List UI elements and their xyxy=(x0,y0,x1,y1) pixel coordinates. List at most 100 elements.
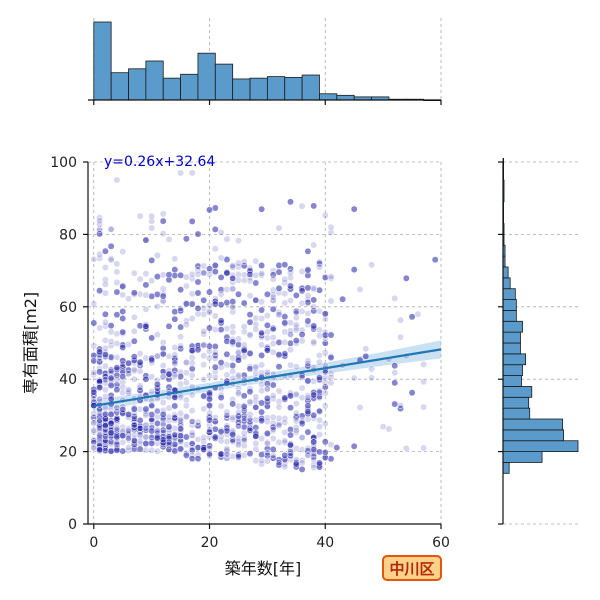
scatter-point xyxy=(96,417,104,424)
scatter-point xyxy=(316,374,323,382)
scatter-point xyxy=(165,446,173,454)
scatter-point xyxy=(148,334,156,342)
scatter-point xyxy=(310,241,318,249)
scatter-point xyxy=(292,428,300,436)
scatter-point xyxy=(107,353,115,361)
scatter-point xyxy=(188,270,196,278)
scatter-point xyxy=(316,459,323,467)
scatter-point xyxy=(107,410,115,418)
scatter-point xyxy=(246,331,254,338)
scatter-point xyxy=(200,341,208,349)
scatter-point xyxy=(240,323,248,331)
scatter-point xyxy=(90,444,98,452)
scatter-point xyxy=(240,276,248,284)
scatter-point xyxy=(206,372,213,380)
ward-badge: 中川区 xyxy=(382,555,442,581)
scatter-point xyxy=(188,365,196,373)
scatter-point xyxy=(229,367,237,375)
scatter-point xyxy=(96,348,104,356)
scatter-point xyxy=(269,445,277,453)
scatter-point xyxy=(211,348,219,356)
scatter-point xyxy=(281,275,289,283)
scatter-point xyxy=(96,435,104,443)
scatter-point xyxy=(194,270,202,278)
scatter-point xyxy=(177,169,185,177)
scatter-point xyxy=(211,312,219,320)
scatter-point xyxy=(159,285,167,293)
scatter-point xyxy=(119,315,127,322)
scatter-point xyxy=(229,414,237,422)
scatter-point xyxy=(263,346,271,354)
scatter-point xyxy=(298,420,306,428)
scatter-point xyxy=(90,368,98,376)
scatter-point xyxy=(200,376,208,383)
scatter-point xyxy=(171,344,179,351)
scatter-point xyxy=(235,356,242,364)
scatter-point xyxy=(263,414,271,422)
scatter-point xyxy=(194,422,202,430)
scatter-point xyxy=(304,451,312,459)
scatter-point xyxy=(246,277,254,285)
scatter-point xyxy=(130,327,138,335)
scatter-point xyxy=(292,460,300,468)
scatter-point xyxy=(182,451,190,459)
scatter-point xyxy=(391,400,399,408)
scatter-point xyxy=(177,394,185,402)
scatter-point xyxy=(148,439,156,447)
scatter-point xyxy=(182,379,190,387)
scatter-point xyxy=(235,335,242,343)
scatter-point xyxy=(153,273,161,281)
scatter-point xyxy=(159,338,167,346)
right-hist-bar xyxy=(502,462,510,474)
scatter-point xyxy=(165,322,173,330)
scatter-point xyxy=(171,351,179,359)
scatter-point xyxy=(229,274,237,282)
scatter-point xyxy=(420,378,428,386)
scatter-point xyxy=(310,446,318,454)
scatter-point xyxy=(327,297,335,305)
scatter-point xyxy=(148,292,156,300)
scatter-point xyxy=(316,358,323,366)
scatter-point xyxy=(235,271,242,278)
scatter-point xyxy=(159,292,167,300)
scatter-point xyxy=(263,429,271,437)
scatter-point xyxy=(246,410,254,418)
scatter-point xyxy=(148,356,156,364)
top-hist-bar xyxy=(128,68,147,101)
scatter-point xyxy=(235,349,242,357)
scatter-point xyxy=(211,363,219,371)
scatter-point xyxy=(206,342,213,350)
scatter-point xyxy=(142,305,150,313)
y-tick-label: 40 xyxy=(59,372,77,388)
scatter-point xyxy=(235,408,242,416)
scatter-point xyxy=(119,406,127,413)
scatter-point xyxy=(246,398,254,406)
scatter-point xyxy=(258,329,266,337)
scatter-point xyxy=(397,316,404,324)
top-hist-bar xyxy=(266,76,286,101)
scatter-point xyxy=(240,353,248,361)
scatter-point xyxy=(159,367,167,375)
scatter-point xyxy=(240,423,248,431)
scatter-point xyxy=(281,419,289,426)
scatter-point xyxy=(246,318,254,326)
scatter-point xyxy=(107,438,115,446)
scatter-point xyxy=(130,269,138,277)
scatter-point xyxy=(362,352,370,360)
scatter-point xyxy=(223,371,231,379)
scatter-point xyxy=(321,349,329,357)
scatter-point xyxy=(194,304,202,312)
scatter-point xyxy=(142,375,150,383)
scatter-point xyxy=(292,324,300,332)
scatter-point xyxy=(350,442,358,450)
top-hist-bar xyxy=(319,93,338,101)
scatter-point xyxy=(206,288,213,296)
scatter-point xyxy=(142,433,150,441)
scatter-point xyxy=(107,395,115,403)
scatter-point xyxy=(235,389,242,397)
scatter-point xyxy=(188,217,196,225)
scatter-point xyxy=(113,433,121,441)
scatter-point xyxy=(252,279,260,287)
scatter-point xyxy=(223,411,231,419)
regression-equation: y=0.26x+32.64 xyxy=(104,154,215,170)
